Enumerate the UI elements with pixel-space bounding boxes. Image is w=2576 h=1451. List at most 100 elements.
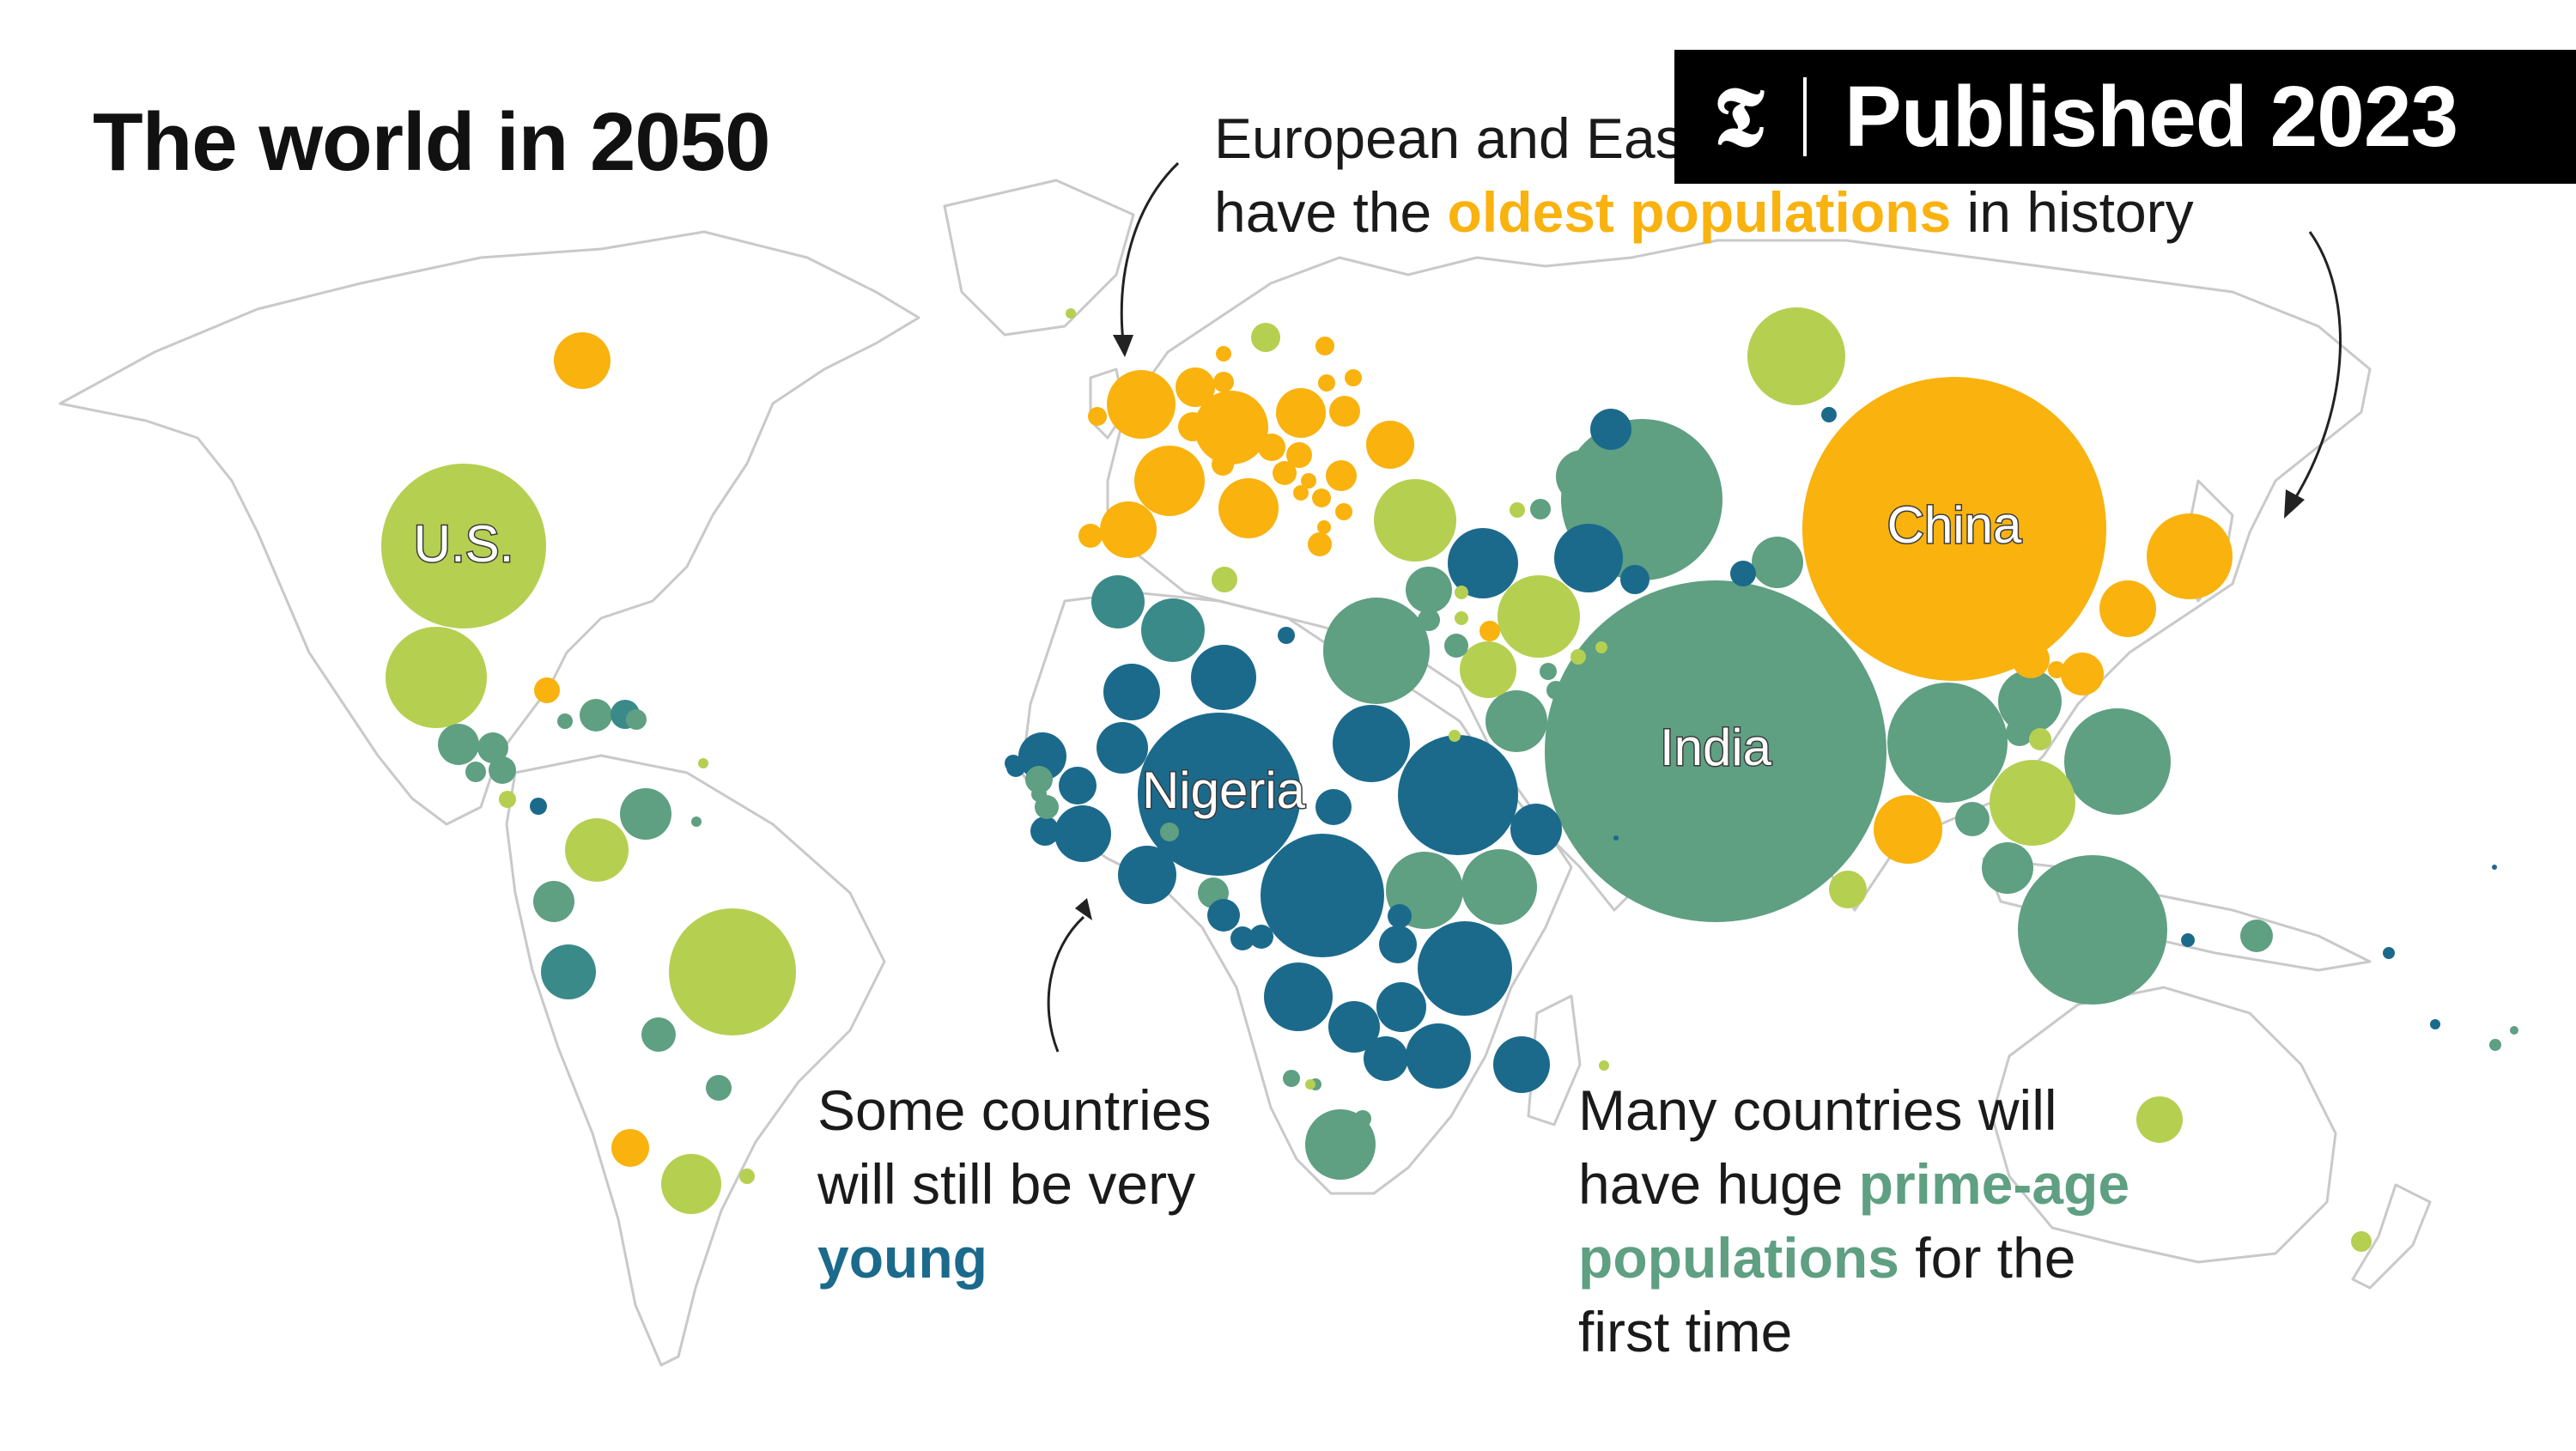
bubble-haiti [580, 699, 612, 732]
bubble-afghanistan [1554, 524, 1623, 592]
bubble-panama [530, 798, 547, 815]
bubble-dr-congo [1261, 834, 1384, 957]
bubble-bangladesh [1887, 683, 2008, 803]
bubble-nicaragua [489, 756, 516, 784]
bubble-myanmar [1998, 670, 2062, 733]
arrow-europe [1120, 161, 1180, 343]
nyt-t-logo-icon: 𝕿 [1713, 68, 1765, 165]
bubble-croatia [1293, 485, 1309, 501]
annotation-prime-age: Many countries will have huge prime-age … [1578, 1073, 2129, 1369]
annotation-prime-pre: have huge [1578, 1152, 1859, 1216]
bubble-south-africa [1305, 1109, 1376, 1180]
land-north-america [58, 230, 920, 826]
bubble-gabon [1249, 925, 1273, 949]
bubble-portugal [1078, 524, 1103, 548]
bubble-saudi-arabia [1485, 690, 1547, 752]
bubble-denmark [1213, 372, 1234, 392]
bubble-serbia [1312, 489, 1331, 507]
bubble-turkmenistan [1510, 502, 1525, 518]
bubble-bulgaria [1335, 503, 1352, 520]
bubble-israel [1444, 634, 1468, 658]
bubble-ukraine [1366, 421, 1414, 469]
bubble-romania [1326, 460, 1357, 491]
bubble-peru [541, 944, 596, 999]
bubble-azerbaijan [1479, 621, 1500, 641]
annotation-prime-emphasis-2: populations [1578, 1226, 1899, 1290]
bubble-india [1545, 580, 1886, 922]
bubble-cameroon [1315, 789, 1352, 825]
bubble-greece [1308, 532, 1332, 556]
bubble-burundi [1388, 904, 1412, 928]
bubble-burkina [1097, 722, 1148, 774]
annotation-young-line3: young [817, 1221, 1212, 1295]
bubble-new-zealand [2351, 1231, 2372, 1252]
bubble-georgia [1530, 499, 1551, 519]
annotation-oldest-emphasis: oldest populations [1447, 180, 1952, 244]
bubble-samoa [2510, 1026, 2518, 1035]
bubble-fiji [2489, 1039, 2501, 1051]
annotation-young: Some countries will still be very young [817, 1073, 1212, 1295]
bubble-paraguay [706, 1075, 732, 1101]
bubble-iraq [1448, 528, 1518, 598]
bubble-japan [2147, 513, 2233, 599]
bubble-mozambique2 [1354, 1110, 1371, 1127]
bubble-germany [1194, 391, 1268, 464]
country-labels: U.S. China India Nigeria [412, 495, 2023, 820]
bubble-sudan [1333, 705, 1410, 782]
bubble-ecuador [533, 881, 574, 922]
bubble-solomon [2383, 947, 2395, 959]
bubble-mali [1103, 664, 1160, 720]
annotation-prime-post: for the [1899, 1226, 2076, 1290]
bubble-mongolia [1730, 561, 1756, 586]
bubble-armenia [1455, 611, 1468, 625]
arrow-young-head [1075, 898, 1092, 920]
annotation-oldest-pre: have the [1214, 180, 1448, 244]
bubble-liberia [1025, 766, 1053, 793]
bubble-guinea [1059, 767, 1097, 804]
bubble-egypt [1323, 598, 1430, 704]
annotation-young-emphasis: young [817, 1226, 987, 1290]
bubble-sao-tome [1160, 823, 1179, 841]
bubble-turkey [1374, 479, 1456, 562]
bubble-timor [2181, 933, 2195, 947]
bubble-rwanda [1379, 926, 1417, 963]
bubble-guinea-bissau [1031, 786, 1047, 802]
bubble-us [381, 464, 546, 628]
bubble-finland [1315, 337, 1334, 355]
bubble-mauritius [1599, 1060, 1609, 1071]
bubble-iceland [1066, 308, 1076, 319]
published-badge: 𝕿 Published 2023 [1674, 50, 2576, 184]
annotation-oldest-line2: have the oldest populations in history [1214, 175, 2194, 249]
bubble-guyana [691, 817, 702, 827]
bubble-russia [1747, 307, 1845, 405]
bubble-hungary [1286, 442, 1312, 468]
land-outline [58, 179, 2432, 1367]
bubble-libya [1278, 627, 1295, 644]
bubble-mexico [386, 627, 487, 728]
bubble-oman [1571, 649, 1586, 665]
land-europe-asia [1106, 239, 2372, 912]
bubble-bhutan [1821, 407, 1837, 422]
bubble-tajikistan [1620, 565, 1649, 594]
bubble-slovakia [1301, 473, 1316, 489]
bubble-north-korea [2012, 641, 2050, 678]
arrow-europe-head [1113, 335, 1133, 357]
annotation-young-line1: Some countries [817, 1078, 1212, 1142]
bubble-chile [611, 1129, 649, 1167]
bubble-italy [1218, 478, 1279, 538]
bubble-uzbekistan [1556, 450, 1609, 503]
annotation-arrows [1047, 161, 2342, 1053]
bubble-kenya [1461, 849, 1537, 925]
bubble-madagascar [1493, 1036, 1550, 1093]
bubble-uae [1546, 681, 1565, 700]
bubble-senegal [1018, 732, 1066, 780]
bubble-kuwait [1540, 663, 1557, 680]
bubble-maldives [1613, 835, 1619, 841]
bubble-nepal [1752, 537, 1803, 588]
bubble-vanuatu [2430, 1019, 2440, 1029]
bubble-lesotho [1305, 1079, 1315, 1090]
bubble-tunisia [1212, 567, 1237, 592]
bubble-china [1802, 377, 2106, 681]
bubble-venezuela [620, 788, 671, 840]
